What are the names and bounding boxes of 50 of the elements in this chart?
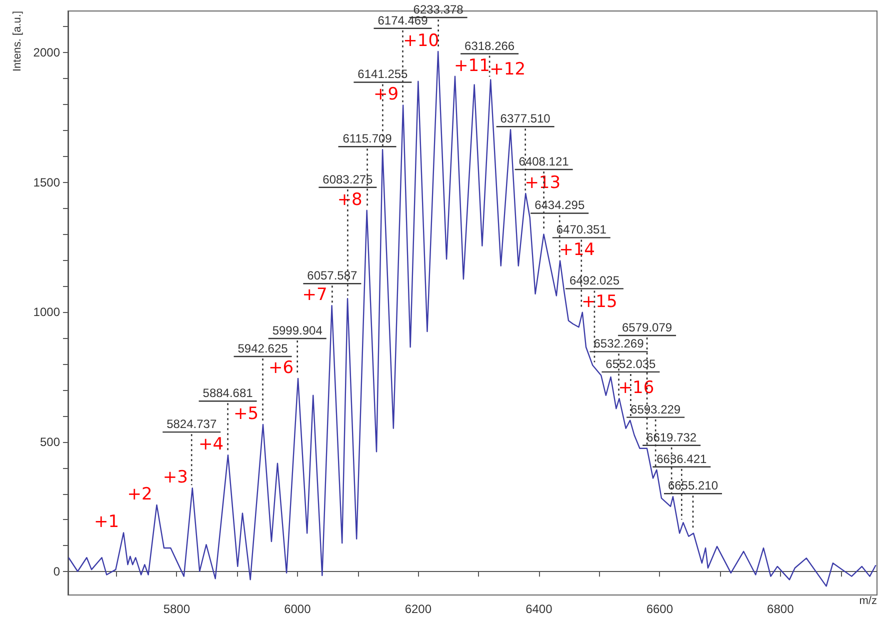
annotation: 6318.266 [464, 38, 515, 53]
annotation: 6083.275 [322, 172, 374, 186]
x-tick-label: 6800 [767, 602, 794, 616]
annotation: +6 [268, 358, 294, 378]
annotation: 6593.229 [630, 402, 681, 416]
annotation: +8 [337, 190, 362, 210]
x-tick-label: 6000 [284, 602, 312, 616]
annotation: +15 [581, 292, 618, 312]
annotation: 6636.421 [656, 452, 707, 466]
annotation: 6619.732 [646, 430, 697, 444]
annotation: +12 [490, 59, 526, 80]
annotation: 6552.035 [606, 356, 656, 371]
annotation: 6377.510 [500, 112, 551, 126]
annotation: +16 [618, 378, 654, 398]
y-tick-label: 1500 [33, 175, 60, 190]
x-tick-label: 6400 [526, 602, 553, 616]
annotation: +10 [403, 30, 440, 51]
y-axis-title: Intens. [a.u.] [12, 10, 24, 72]
annotation: +4 [198, 434, 224, 455]
y-tick-label: 2000 [33, 46, 60, 60]
annotation: +11 [454, 56, 490, 76]
annotation: 6141.255 [358, 67, 408, 82]
x-tick-label: 6200 [404, 602, 432, 616]
x-tick-label: 6600 [646, 602, 674, 616]
y-tick-label: 500 [40, 434, 60, 449]
annotation: +2 [127, 484, 152, 504]
annotation: 5999.904 [272, 324, 323, 338]
annotation: +13 [524, 172, 561, 193]
annotation: +3 [162, 468, 188, 488]
annotation: 6057.587 [307, 268, 358, 283]
annotation: 5884.681 [202, 386, 254, 400]
annotation: 6470.351 [556, 222, 607, 237]
annotation: 6492.025 [569, 274, 620, 288]
annotation: +9 [374, 84, 399, 105]
annotation: +1 [94, 512, 120, 532]
y-tick-label: 0 [53, 564, 60, 579]
annotation: +5 [233, 404, 259, 424]
annotation: +14 [559, 240, 595, 260]
annotation: 6532.269 [594, 336, 644, 351]
annotation: 6655.210 [668, 478, 718, 493]
annotation: 5942.625 [238, 341, 288, 356]
annotation: 6434.295 [534, 198, 585, 212]
x-axis-title: m/z [859, 595, 877, 608]
annotation: 6115.709 [342, 132, 392, 146]
annotation: 6579.079 [622, 320, 672, 335]
annotation: 6408.121 [518, 154, 570, 169]
annotation: 5824.737 [166, 417, 217, 432]
y-tick-label: 1000 [33, 305, 60, 320]
annotation: +7 [302, 285, 328, 306]
x-tick-label: 5800 [163, 602, 190, 616]
